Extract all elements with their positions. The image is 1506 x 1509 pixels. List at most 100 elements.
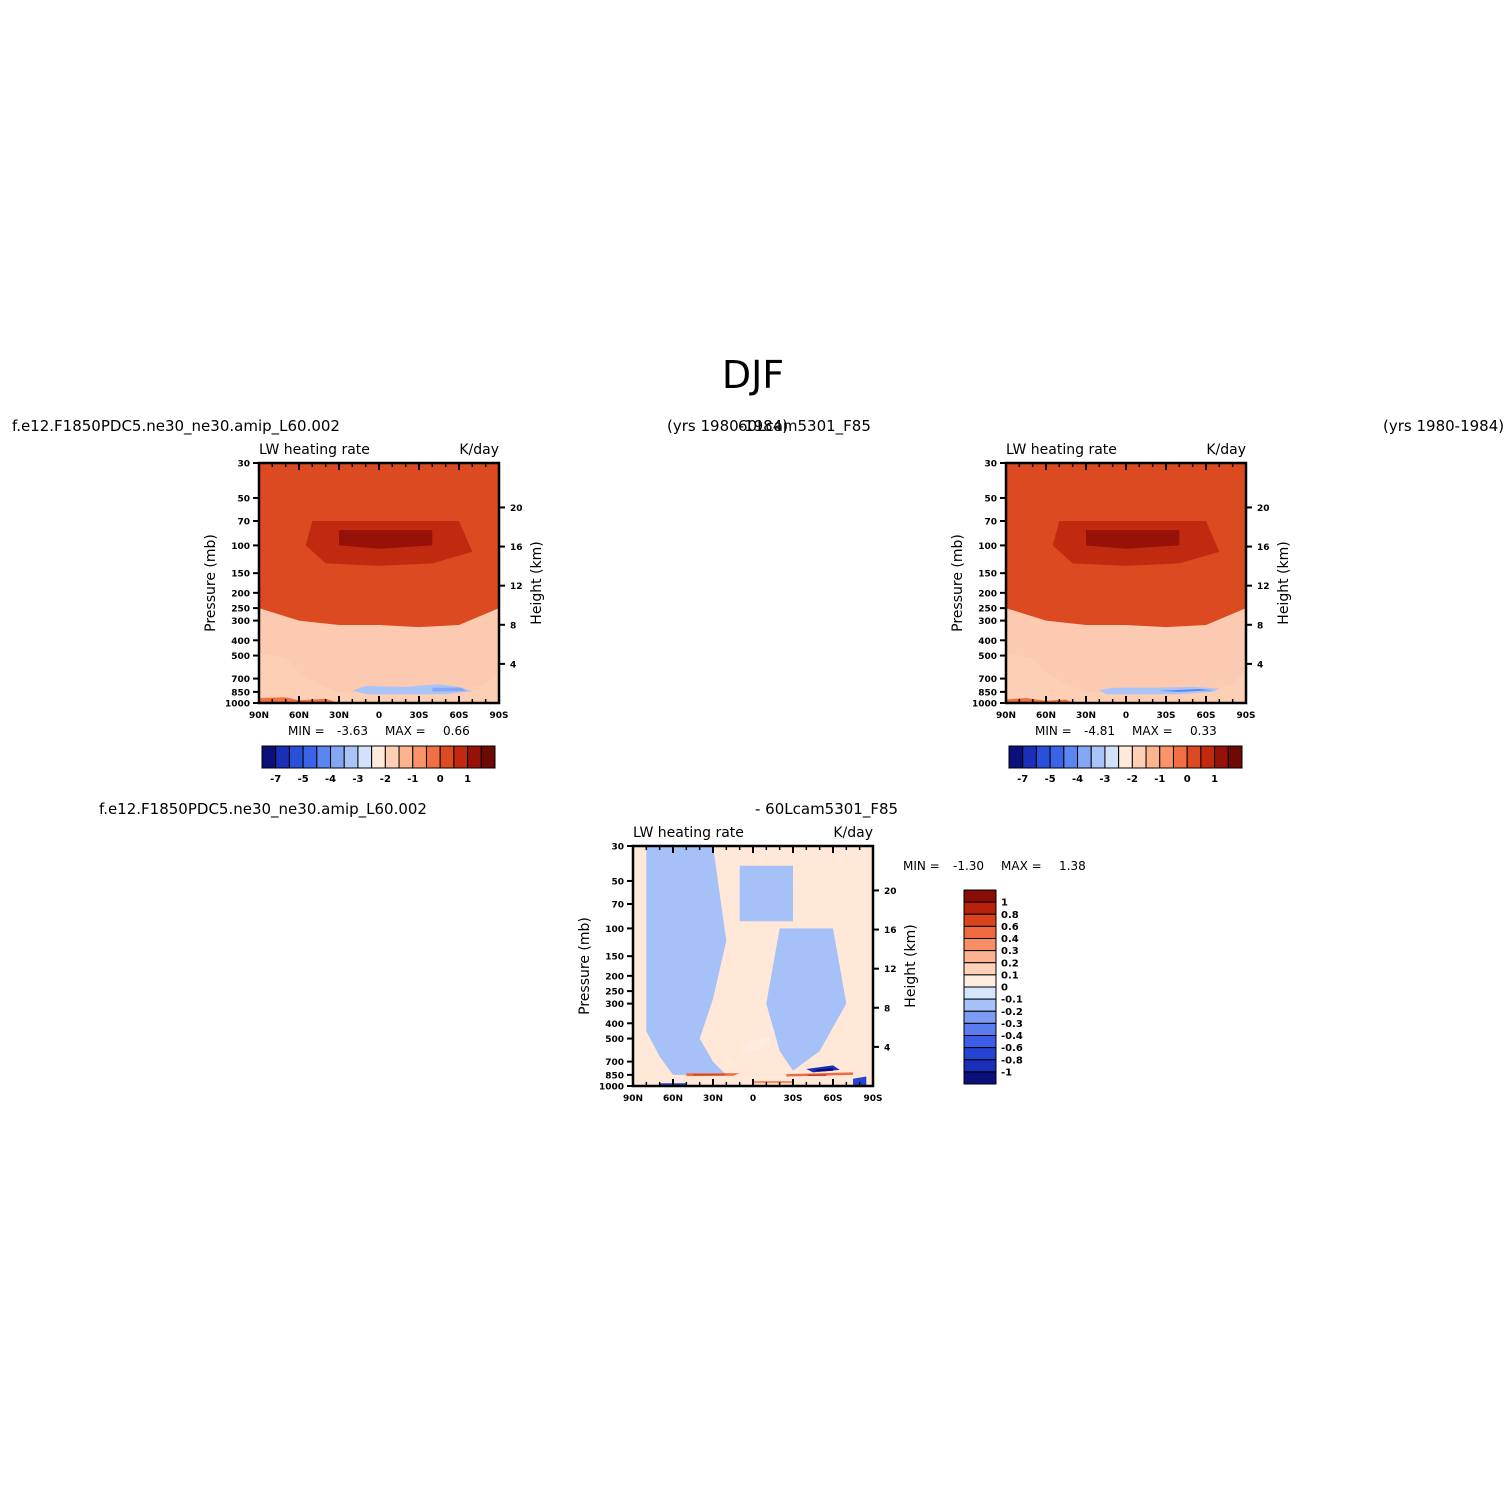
colorbar-tick-label: 0.2: [1001, 958, 1019, 969]
colorbar-box: [398, 745, 414, 769]
colorbar-box: [1131, 745, 1147, 769]
colorbar-box: [439, 745, 455, 769]
panel2-years: (yrs 1980-1984): [1383, 417, 1504, 435]
colorbar-box: [412, 745, 427, 769]
x-tick-label: 60N: [663, 1094, 683, 1104]
panel1-years: (yrs 1980-1984): [667, 417, 788, 435]
y-tick-label: 1000: [972, 700, 997, 710]
y-right-tick-label: 8: [884, 1004, 890, 1014]
colorbar-tick-label: -2: [380, 774, 391, 785]
y-tick-label: 100: [231, 542, 250, 552]
colorbar-tick-label: 0: [1184, 774, 1191, 785]
colorbar-box: [1077, 745, 1092, 769]
y-right-axis-label: Height (km): [529, 541, 545, 624]
max-label: MAX =: [385, 724, 426, 738]
y-tick-label: 30: [611, 843, 624, 853]
y-right-tick-label: 20: [884, 887, 897, 897]
colorbar-box: [343, 745, 359, 769]
y-tick-label: 700: [978, 675, 997, 685]
x-tick-label: 90N: [623, 1094, 643, 1104]
colorbar-box: [1172, 745, 1188, 769]
colorbar-box: [1008, 745, 1024, 769]
colorbar-tick-label: 0.4: [1001, 934, 1019, 945]
x-tick-label: 60N: [289, 711, 309, 721]
contour-region-3: [1006, 652, 1246, 703]
y-tick-label: 250: [978, 605, 997, 615]
y-tick-label: 250: [231, 605, 250, 615]
colorbar-tick-label: -5: [1045, 774, 1056, 785]
contour-region-2: [739, 865, 793, 922]
y-tick-label: 50: [984, 494, 997, 504]
y-tick-label: 200: [231, 589, 250, 599]
colorbar-tick-label: -1: [1154, 774, 1165, 785]
colorbar-box: [288, 745, 304, 769]
colorbar-box: [963, 1047, 997, 1061]
y-tick-label: 300: [231, 617, 250, 627]
contour-region-4: [1099, 686, 1220, 695]
colorbar-box: [963, 950, 997, 964]
colorbar-box: [371, 745, 386, 769]
y-right-axis-label: Height (km): [1276, 541, 1292, 624]
contour-region-3: [739, 1037, 773, 1054]
colorbar-box: [261, 745, 277, 769]
colorbar-tick-label: -0.8: [1001, 1055, 1023, 1066]
min-value: -4.81: [1084, 724, 1115, 738]
y-right-tick-label: 4: [1257, 660, 1263, 670]
colorbar-box: [963, 1035, 997, 1049]
x-tick-label: 90S: [489, 711, 508, 721]
y-tick-label: 100: [978, 542, 997, 552]
colorbar-box: [1063, 745, 1079, 769]
y-tick-label: 850: [605, 1071, 624, 1081]
y-tick-label: 70: [611, 900, 624, 910]
y-right-tick-label: 8: [1257, 621, 1263, 631]
y-tick-label: 400: [231, 637, 250, 647]
colorbar-tick-label: -1: [407, 774, 418, 785]
contour-region-0: [646, 846, 727, 1075]
contour-region-2: [1086, 530, 1180, 549]
y-right-tick-label: 20: [510, 504, 523, 514]
panel2-case-name: 60Lcam5301_F85: [738, 417, 871, 436]
y-tick-label: 850: [978, 688, 997, 698]
colorbar-tick-label: 0.3: [1001, 946, 1019, 957]
colorbar-box: [963, 889, 997, 903]
colorbar-tick-label: -0.3: [1001, 1019, 1023, 1030]
y-right-tick-label: 8: [510, 621, 516, 631]
y-tick-label: 1000: [225, 700, 250, 710]
panel-3-diff-chart: LW heating rate K/day 90N 60N 30N 0 30S 60S 90S 3…: [577, 825, 1086, 1104]
y-tick-label: 400: [605, 1020, 624, 1030]
min-label: MIN =: [288, 724, 325, 738]
colorbar-box: [963, 1059, 997, 1073]
colorbar-box: [1104, 745, 1120, 769]
min-value: -1.30: [953, 859, 984, 873]
y-tick-label: 500: [605, 1035, 624, 1045]
contour-region-7: [806, 1074, 827, 1076]
plot-title: LW heating rate: [259, 442, 370, 458]
colorbar-tick-label: -0.6: [1001, 1043, 1023, 1054]
colorbar-tick-label: -4: [325, 774, 336, 785]
x-tick-label: 30S: [1156, 711, 1175, 721]
panel-2-chart: LW heating rate K/day 90N 60N 30N 0 30S 60S 90S 3…: [950, 442, 1292, 785]
y-tick-label: 150: [605, 953, 624, 963]
y-tick-label: 30: [984, 460, 997, 470]
panel-1-chart: LW heating rate K/day 90N 60N 30N 0 30S 60S 90S 3…: [203, 442, 545, 785]
colorbar-box: [357, 745, 373, 769]
x-tick-label: 30S: [783, 1094, 802, 1104]
colorbar-box: [384, 745, 400, 769]
colorbar-box: [1049, 745, 1065, 769]
contour-region-9: [813, 1068, 833, 1072]
y-tick-label: 300: [605, 1000, 624, 1010]
colorbar-box: [963, 938, 997, 952]
colorbar-box: [275, 745, 290, 769]
colorbar-tick-label: 0.1: [1001, 970, 1019, 981]
colorbar-box: [963, 925, 997, 939]
y-axis-label: Pressure (mb): [577, 917, 593, 1015]
colorbar-box: [1118, 745, 1133, 769]
season-title: DJF: [722, 353, 784, 397]
colorbar-tick-label: 0: [1001, 983, 1008, 994]
y-right-tick-label: 12: [884, 965, 897, 975]
colorbar-box: [963, 998, 997, 1012]
colorbar-tick-label: 1: [1211, 774, 1218, 785]
x-tick-label: 60S: [1196, 711, 1215, 721]
y-axis-label: Pressure (mb): [950, 534, 966, 632]
